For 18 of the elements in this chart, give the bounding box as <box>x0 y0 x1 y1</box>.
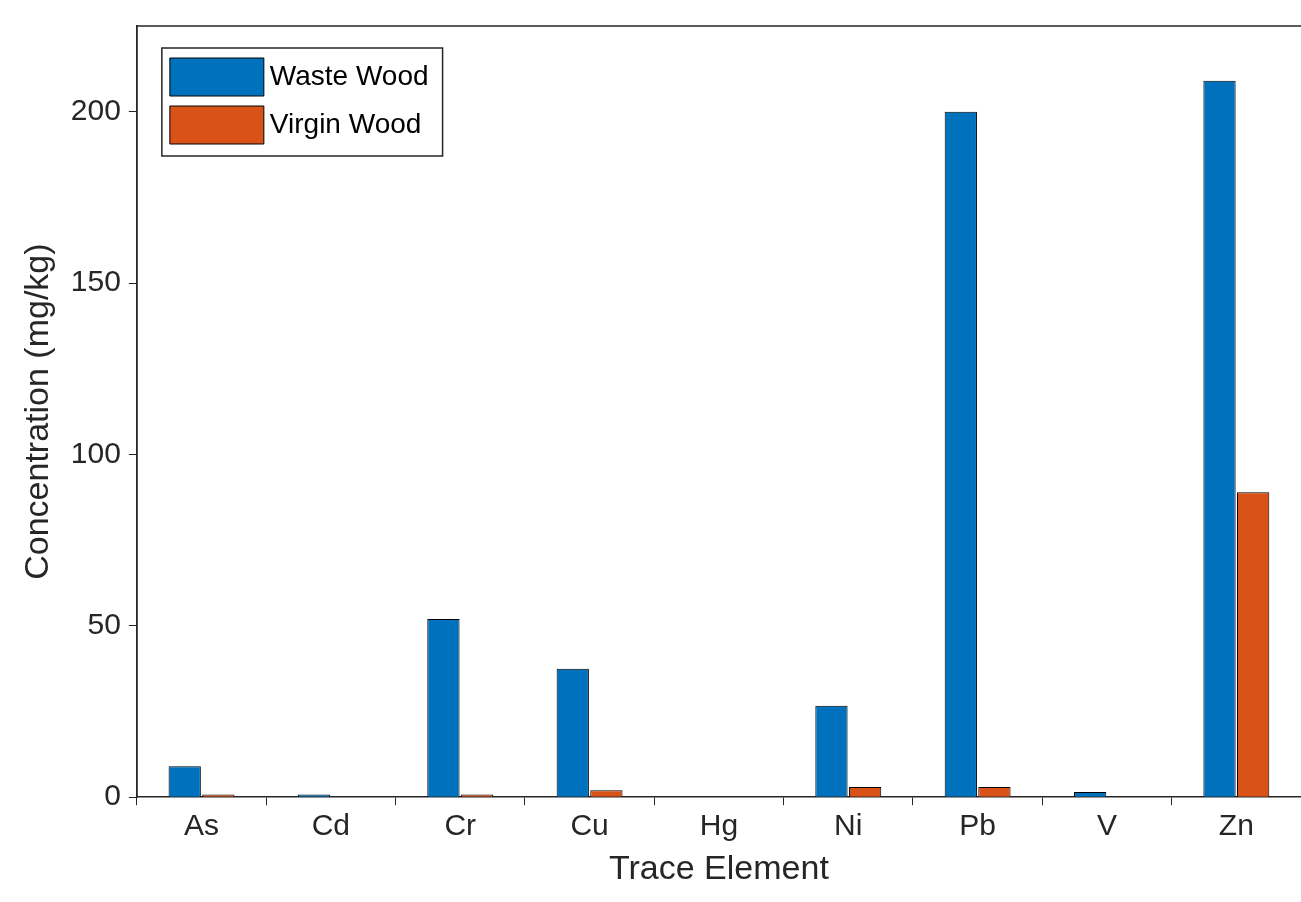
legend-label: Virgin Wood <box>269 107 422 139</box>
legend-label: Waste Wood <box>269 59 429 91</box>
x-tick-label: Cd <box>311 808 351 842</box>
y-tick-label: 150 <box>70 264 121 298</box>
x-tick-label: V <box>1096 808 1117 842</box>
x-tick-label: Cr <box>444 808 477 842</box>
x-tick-label: Cu <box>570 808 609 842</box>
x-tick-label: Zn <box>1218 808 1254 842</box>
x-tick-label: Ni <box>834 808 863 842</box>
y-tick-label: 100 <box>70 435 121 469</box>
x-tick-label: As <box>184 808 220 842</box>
x-tick-label: Hg <box>699 808 739 842</box>
y-tick-label: 0 <box>104 778 121 812</box>
y-tick-label: 200 <box>70 92 121 126</box>
x-axis-title: Trace Element <box>609 847 830 886</box>
x-tick-label: Pb <box>959 808 996 842</box>
y-tick-label: 50 <box>87 607 121 641</box>
y-axis-title: Concentration (mg/kg) <box>16 243 55 580</box>
